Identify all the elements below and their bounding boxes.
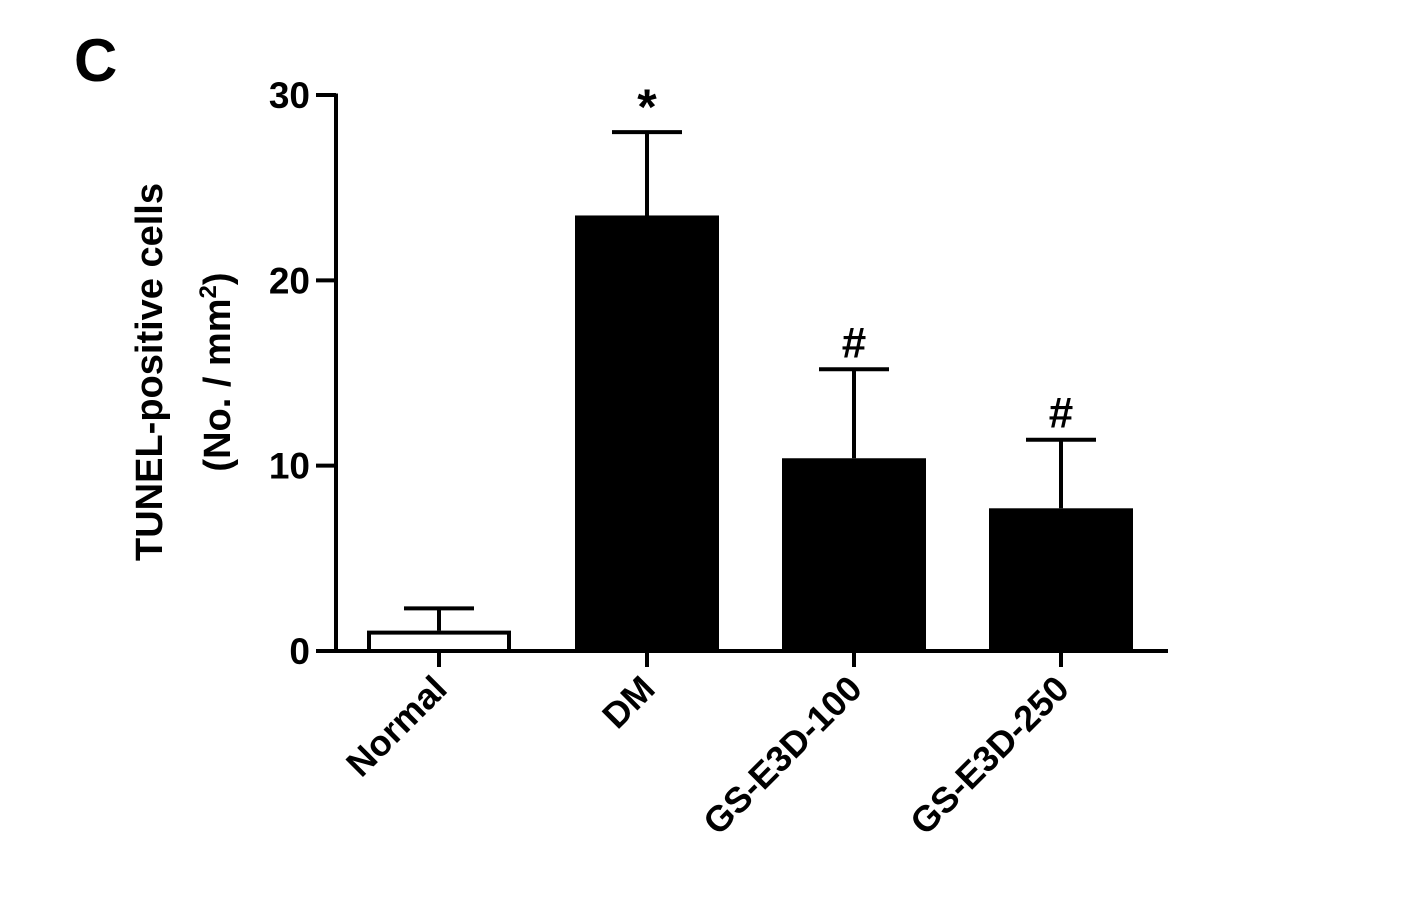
significance-marker-3: #	[842, 318, 866, 367]
bar-1	[367, 630, 511, 654]
bar-2	[575, 215, 719, 651]
significance-marker-2: *	[637, 79, 657, 135]
x-tick-label-3: GS-E3D-100	[695, 668, 870, 843]
x-tick-label-4: GS-E3D-250	[902, 668, 1077, 843]
panel-label: C	[74, 27, 117, 94]
x-tick-label-2: DM	[594, 668, 663, 737]
bar-3	[782, 458, 926, 651]
plot-area: 0 10 20 30 Normal * DM # GS-E3D-100 # GS-E3D-250	[269, 75, 1168, 842]
y-axis-title-line1: TUNEL-positive cells	[129, 183, 171, 561]
y-tick-label-10: 10	[269, 446, 310, 487]
y-axis-unit-prefix: (No. / mm	[197, 298, 239, 471]
significance-marker-4: #	[1049, 389, 1073, 438]
y-axis-title: TUNEL-positive cells (No. / mm2)	[129, 183, 239, 561]
y-tick-label-20: 20	[269, 260, 310, 301]
y-axis-unit-superscript: 2	[195, 285, 222, 298]
x-tick-label-1: Normal	[338, 668, 455, 785]
bar-4	[989, 508, 1133, 651]
y-axis-unit-suffix: )	[197, 272, 239, 285]
y-axis-title-line2: (No. / mm2)	[195, 272, 239, 471]
y-tick-label-30: 30	[269, 75, 310, 116]
y-tick-label-0: 0	[289, 631, 310, 672]
